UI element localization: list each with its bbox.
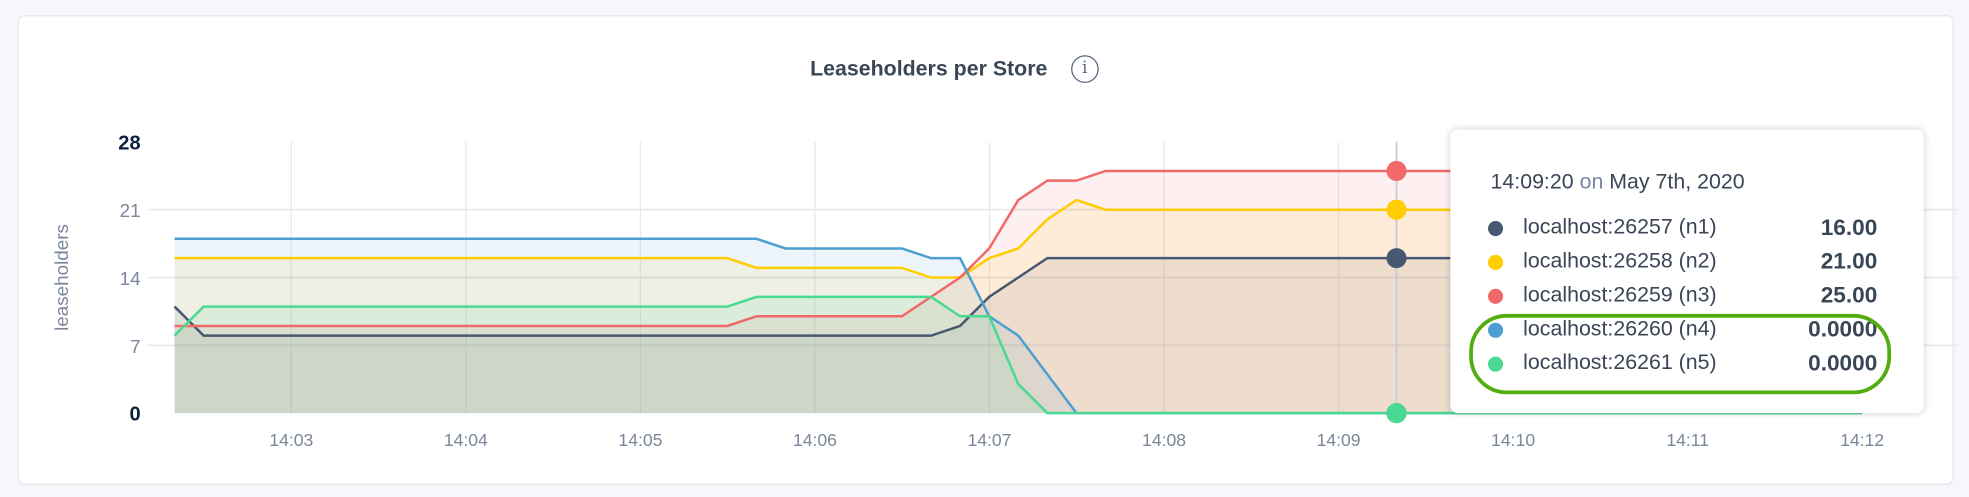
x-tick-label: 14:08 <box>1142 430 1186 450</box>
tooltip-row-label: localhost:26258 (n2) <box>1523 248 1717 273</box>
x-tick-label: 14:06 <box>793 430 837 450</box>
series-dot-icon <box>1488 221 1504 237</box>
hover-point <box>1386 199 1407 220</box>
tooltip-on: on <box>1579 169 1604 194</box>
tooltip-row-value: 16.00 <box>1820 214 1878 240</box>
tooltip-row: localhost:26258 (n2) 21.00 <box>1488 246 1877 279</box>
y-tick-label: 21 <box>120 200 141 221</box>
series-area <box>174 200 1863 414</box>
x-tick-label: 14:11 <box>1666 430 1709 450</box>
tooltip-title: 14:09:20 on May 7th, 2020 <box>1491 170 1745 195</box>
tooltip-row-label: localhost:26261 (n5) <box>1523 350 1717 375</box>
tooltip-row-label: localhost:26259 (n3) <box>1523 282 1717 307</box>
x-tick-label: 14:12 <box>1840 430 1884 450</box>
tooltip: 14:09:20 on May 7th, 2020 localhost:2625… <box>1450 129 1924 414</box>
tooltip-row-value: 21.00 <box>1820 248 1878 274</box>
x-tick-label: 14:03 <box>269 430 313 450</box>
y-tick-label: 14 <box>120 268 141 289</box>
x-tick-label: 14:10 <box>1491 430 1535 450</box>
y-axis-label: leaseholders <box>51 224 72 331</box>
x-tick-label: 14:07 <box>968 430 1012 450</box>
tooltip-row: localhost:26259 (n3) 25.00 <box>1488 280 1877 313</box>
x-tick-label: 14:05 <box>618 430 662 450</box>
y-tick-label: 0 <box>129 404 140 426</box>
x-tick-label: 14:09 <box>1317 430 1361 450</box>
y-tick-label: 7 <box>130 336 140 357</box>
tooltip-row: localhost:26257 (n1) 16.00 <box>1488 212 1877 245</box>
tooltip-date: May 7th, 2020 <box>1609 169 1745 194</box>
tooltip-time: 14:09:20 <box>1490 169 1574 194</box>
series-dot-icon <box>1488 254 1504 270</box>
series-area <box>174 238 1863 414</box>
hover-point <box>1386 403 1407 424</box>
tooltip-row-label: localhost:26260 (n4) <box>1523 316 1717 341</box>
info-icon[interactable]: i <box>1070 55 1099 83</box>
x-tick-label: 14:04 <box>444 430 488 450</box>
tooltip-row-label: localhost:26257 (n1) <box>1523 214 1717 239</box>
series-dot-icon <box>1488 288 1504 304</box>
chart-title: Leaseholders per Store i <box>0 55 1909 83</box>
y-tick-label: 28 <box>118 132 140 154</box>
tooltip-row-value: 25.00 <box>1820 282 1878 308</box>
chart-title-text: Leaseholders per Store <box>810 56 1048 81</box>
hover-point <box>1386 248 1407 269</box>
hover-point <box>1386 160 1407 182</box>
highlight-ring <box>1469 313 1892 395</box>
series-area <box>174 170 1863 414</box>
